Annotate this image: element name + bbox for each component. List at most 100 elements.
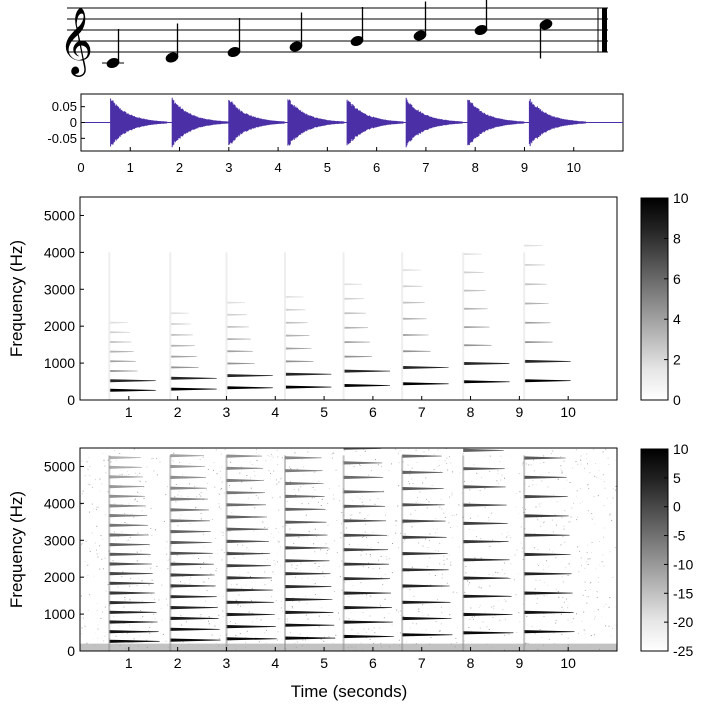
noise-speck xyxy=(580,488,582,490)
noise-speck xyxy=(295,568,297,570)
harmonic-partial xyxy=(402,470,443,474)
noise-speck xyxy=(396,520,398,522)
xtick-label: 9 xyxy=(515,404,523,420)
noise-speck xyxy=(537,519,539,521)
noise-speck xyxy=(377,464,379,466)
noise-speck xyxy=(472,561,474,563)
noise-speck xyxy=(200,518,202,520)
noise-speck xyxy=(493,608,495,609)
noise-speck xyxy=(98,506,99,508)
harmonic-partial xyxy=(109,331,130,334)
harmonic-partial xyxy=(285,347,312,350)
noise-speck xyxy=(566,598,567,600)
harmonic-partial xyxy=(170,464,205,469)
noise-speck xyxy=(139,472,141,474)
noise-speck xyxy=(426,566,428,568)
harmonic-partial xyxy=(463,448,504,452)
note-onset-smear xyxy=(284,252,286,400)
noise-speck xyxy=(222,534,224,536)
noise-speck xyxy=(311,497,313,499)
harmonic-partial xyxy=(285,481,324,486)
noise-speck xyxy=(212,586,214,588)
noise-speck xyxy=(360,582,362,584)
noise-speck xyxy=(581,565,582,567)
noise-speck xyxy=(136,585,138,586)
noise-speck xyxy=(391,624,393,626)
noise-speck xyxy=(364,450,366,452)
noise-speck xyxy=(129,624,131,626)
noise-speck xyxy=(314,583,316,585)
noise-speck xyxy=(539,579,541,581)
note-onset-smear xyxy=(462,455,465,651)
noise-speck xyxy=(148,555,150,557)
noise-speck xyxy=(553,494,554,496)
note-head xyxy=(227,46,241,58)
harmonic-partial xyxy=(109,360,136,363)
noise-speck xyxy=(591,542,593,543)
harmonic-partial xyxy=(463,540,509,544)
waveform-note-burst xyxy=(171,97,229,148)
noise-speck xyxy=(562,581,564,583)
note-onset-smear xyxy=(462,252,465,400)
note-onset-smear xyxy=(523,455,526,651)
noise-speck xyxy=(174,496,176,498)
noise-speck xyxy=(366,537,367,539)
noise-speck xyxy=(586,458,588,460)
noise-speck xyxy=(97,637,99,639)
noise-speck xyxy=(584,590,586,591)
noise-speck xyxy=(134,499,135,501)
noise-speck xyxy=(251,600,252,602)
noise-speck xyxy=(364,531,366,533)
noise-speck xyxy=(103,459,105,461)
noise-speck xyxy=(500,455,502,457)
noise-speck xyxy=(110,623,112,625)
noise-speck xyxy=(514,554,516,556)
noise-speck xyxy=(188,483,190,485)
log-spectrogram-panel: 1 2 3 4 5 6 7 8 9 10 0 1000 2000 3000 4000 5000 Frequen… xyxy=(7,441,693,701)
noise-speck xyxy=(86,461,88,463)
harmonic-partial xyxy=(343,355,372,358)
noise-speck xyxy=(601,616,603,618)
noise-speck xyxy=(133,638,135,640)
noise-speck xyxy=(478,586,480,588)
noise-speck xyxy=(484,488,486,490)
noise-speck xyxy=(189,463,190,465)
noise-speck xyxy=(467,580,469,582)
noise-speck xyxy=(218,638,220,640)
noise-speck xyxy=(571,621,573,623)
noise-speck xyxy=(209,506,211,508)
harmonic-partial xyxy=(170,497,208,501)
noise-speck xyxy=(409,589,411,590)
noise-speck xyxy=(359,498,361,500)
noise-speck xyxy=(211,634,213,636)
noise-speck xyxy=(587,544,589,546)
harmonic-partial xyxy=(109,475,143,479)
noise-speck xyxy=(610,502,612,504)
noise-speck xyxy=(136,560,138,562)
noise-speck xyxy=(418,542,420,544)
noise-speck xyxy=(276,561,278,563)
harmonic-partial xyxy=(343,548,388,552)
noise-speck xyxy=(150,508,152,510)
noise-speck xyxy=(510,537,512,539)
noise-speck xyxy=(167,486,169,488)
noise-speck xyxy=(378,559,379,561)
noise-speck xyxy=(333,453,335,455)
noise-speck xyxy=(195,506,197,508)
noise-speck xyxy=(333,494,334,496)
xtick-label: 3 xyxy=(223,655,231,671)
noise-speck xyxy=(478,615,480,617)
noise-speck xyxy=(372,567,374,569)
noise-speck xyxy=(280,478,282,480)
noise-speck xyxy=(366,594,368,596)
noise-speck xyxy=(479,490,481,491)
noise-speck xyxy=(498,542,500,544)
noise-speck xyxy=(431,485,433,486)
noise-speck xyxy=(299,570,301,571)
waveform-xtick-label: 1 xyxy=(127,160,134,175)
noise-speck xyxy=(80,595,82,597)
noise-speck xyxy=(341,560,343,562)
xtick-label: 6 xyxy=(369,404,377,420)
noise-speck xyxy=(540,474,541,476)
noise-speck xyxy=(312,579,314,581)
